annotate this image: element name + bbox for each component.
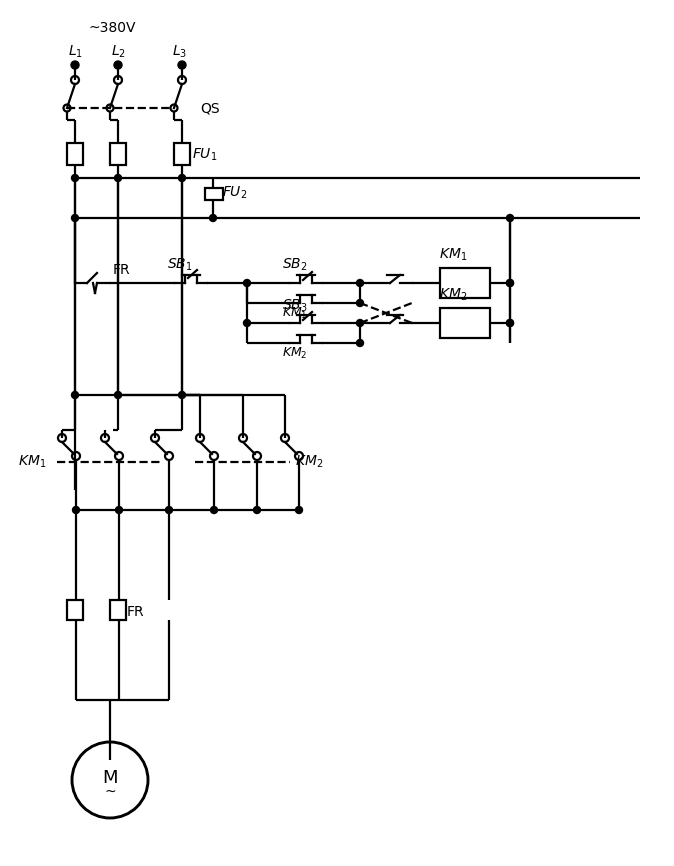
Circle shape	[243, 280, 251, 287]
Bar	[174, 143, 190, 165]
Circle shape	[71, 215, 78, 222]
Bar	[110, 143, 126, 165]
Bar	[110, 600, 126, 620]
Text: $KM_2$: $KM_2$	[439, 287, 467, 303]
Circle shape	[357, 300, 363, 307]
Circle shape	[357, 339, 363, 346]
Text: FR: FR	[113, 263, 131, 277]
Text: FR: FR	[127, 605, 145, 619]
Circle shape	[71, 391, 78, 398]
Circle shape	[253, 507, 260, 514]
Text: $KM_1$: $KM_1$	[18, 454, 47, 470]
Text: $SB_2$: $SB_2$	[282, 257, 308, 273]
Circle shape	[506, 280, 514, 287]
Text: $FU_1$: $FU_1$	[192, 147, 218, 163]
Circle shape	[357, 320, 363, 326]
Circle shape	[73, 507, 80, 514]
Text: $SB_3$: $SB_3$	[282, 298, 308, 314]
Text: $L_2$: $L_2$	[111, 44, 125, 61]
Circle shape	[114, 61, 122, 69]
Circle shape	[506, 215, 514, 222]
Text: $SB_1$: $SB_1$	[167, 257, 193, 273]
Circle shape	[115, 175, 121, 182]
Circle shape	[506, 280, 514, 287]
Text: $KM_2$: $KM_2$	[282, 346, 308, 360]
Bar	[67, 600, 83, 620]
Circle shape	[506, 320, 514, 326]
Circle shape	[166, 507, 173, 514]
Circle shape	[71, 61, 79, 69]
Text: $FU_2$: $FU_2$	[222, 184, 247, 201]
Bar	[440, 268, 490, 298]
Text: $KM_2$: $KM_2$	[295, 454, 324, 470]
Circle shape	[178, 61, 186, 69]
Circle shape	[506, 320, 514, 326]
Text: $L_1$: $L_1$	[67, 44, 82, 61]
Circle shape	[357, 280, 363, 287]
Text: ~: ~	[104, 785, 116, 799]
Text: ~380V: ~380V	[88, 21, 135, 35]
Circle shape	[295, 507, 303, 514]
Circle shape	[115, 507, 123, 514]
Circle shape	[210, 215, 216, 222]
Bar	[67, 143, 83, 165]
Text: $L_3$: $L_3$	[173, 44, 187, 61]
Text: $KM_1$: $KM_1$	[282, 306, 308, 320]
Text: M: M	[102, 769, 118, 787]
Circle shape	[210, 507, 218, 514]
Circle shape	[115, 391, 121, 398]
Text: $KM_1$: $KM_1$	[439, 247, 467, 263]
Circle shape	[179, 391, 185, 398]
Bar	[205, 188, 223, 200]
Circle shape	[179, 175, 185, 182]
Text: QS: QS	[200, 101, 220, 115]
Circle shape	[243, 320, 251, 326]
Bar	[440, 308, 490, 338]
Circle shape	[71, 175, 78, 182]
